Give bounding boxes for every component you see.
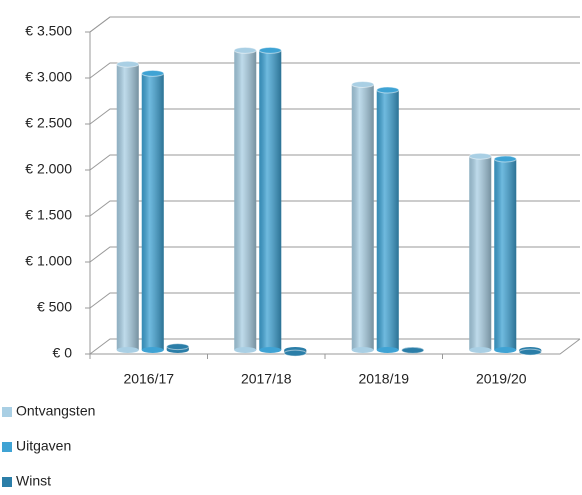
- bar-shade: [376, 89, 399, 351]
- bar-shade: [234, 50, 257, 351]
- bar-cap: [401, 346, 425, 354]
- bar-cap: [166, 343, 190, 351]
- bar-shade: [469, 156, 492, 350]
- left-wall: [89, 16, 111, 354]
- bar-shade: [259, 50, 282, 351]
- grid-line: [89, 154, 580, 171]
- bar-cap: [141, 69, 165, 77]
- legend-swatch: [2, 407, 12, 417]
- y-tick-label: € 3.500: [25, 23, 72, 39]
- legend-swatch: [2, 442, 12, 452]
- bar-shade: [116, 64, 139, 350]
- bar-cap: [376, 86, 400, 94]
- bar-base: [259, 347, 282, 353]
- y-tick-label: € 2.000: [25, 161, 72, 177]
- grid-line: [89, 62, 580, 79]
- y-tick-label: € 500: [37, 299, 72, 315]
- y-tick-label: € 2.500: [25, 115, 72, 131]
- legend-label: Ontvangsten: [16, 403, 95, 419]
- grid-line: [89, 108, 580, 125]
- bar-cap: [283, 349, 307, 357]
- grid-line: [89, 200, 580, 217]
- grid-line: [89, 292, 580, 309]
- grid-line: [89, 16, 580, 33]
- x-tick-label: 2016/17: [123, 371, 174, 387]
- bar-cap: [493, 155, 517, 163]
- floor: [90, 338, 581, 355]
- y-tick-label: € 3.000: [25, 69, 72, 85]
- bar-cap: [518, 348, 542, 356]
- legend-label: Uitgaven: [16, 438, 71, 454]
- bar-base: [469, 347, 492, 353]
- bar-base: [494, 347, 517, 353]
- grid-line: [89, 246, 580, 263]
- bar-base: [116, 347, 139, 353]
- bar-base: [351, 347, 374, 353]
- x-tick-label: 2017/18: [241, 371, 292, 387]
- bar-base: [376, 347, 399, 353]
- x-tick-label: 2019/20: [476, 371, 527, 387]
- bar-cap: [233, 46, 257, 54]
- x-tick-label: 2018/19: [358, 371, 409, 387]
- bar-shade: [141, 73, 164, 351]
- legend-swatch: [2, 477, 12, 487]
- bar-base: [234, 347, 257, 353]
- bar-shade: [351, 84, 374, 350]
- bar-cap: [116, 60, 140, 68]
- bar-cap: [468, 152, 492, 160]
- bar-base: [141, 347, 164, 353]
- y-tick-label: € 1.000: [25, 253, 72, 269]
- bar-cap: [351, 80, 375, 88]
- bar-shade: [494, 158, 517, 350]
- y-tick-label: € 0: [53, 345, 73, 361]
- y-tick-label: € 1.500: [25, 207, 72, 223]
- legend-label: Winst: [16, 473, 51, 489]
- grid-line: [89, 338, 580, 355]
- bar-cap: [258, 46, 282, 54]
